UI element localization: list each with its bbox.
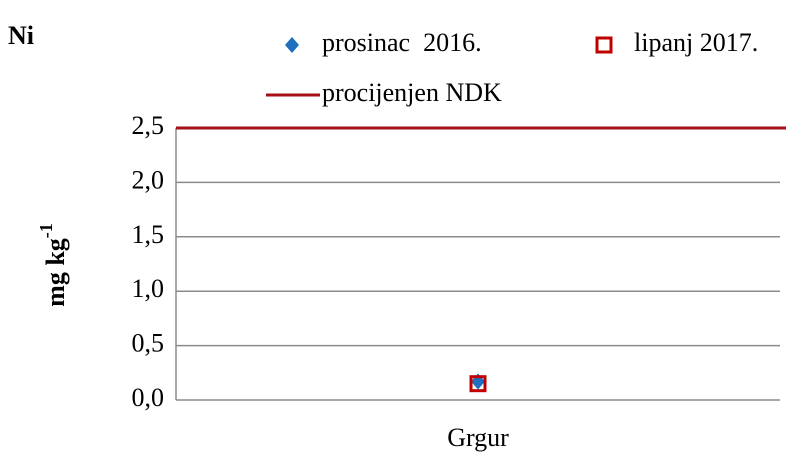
y-tick-label: 1,5	[132, 220, 165, 249]
square-marker	[595, 36, 613, 54]
y-tick-label: 1,0	[132, 274, 165, 303]
y-tick-label: 0,0	[132, 383, 165, 412]
legend-label: lipanj 2017.	[634, 28, 758, 57]
y-tick-label: 2,5	[132, 111, 165, 140]
chart-title: Ni	[8, 21, 34, 50]
legend-label: prosinac 2016.	[322, 28, 482, 57]
y-tick-label: 2,0	[132, 165, 165, 194]
legend-label: procijenjen NDK	[322, 78, 502, 107]
diamond-marker	[285, 37, 299, 53]
y-label-superscript: -1	[36, 223, 56, 238]
y-tick-label: 0,5	[132, 329, 165, 358]
y-label-text: mg kg	[41, 238, 70, 307]
x-tick-label: Grgur	[447, 423, 509, 452]
y-axis-label: mg kg-1	[36, 223, 70, 307]
square-marker	[469, 375, 487, 393]
